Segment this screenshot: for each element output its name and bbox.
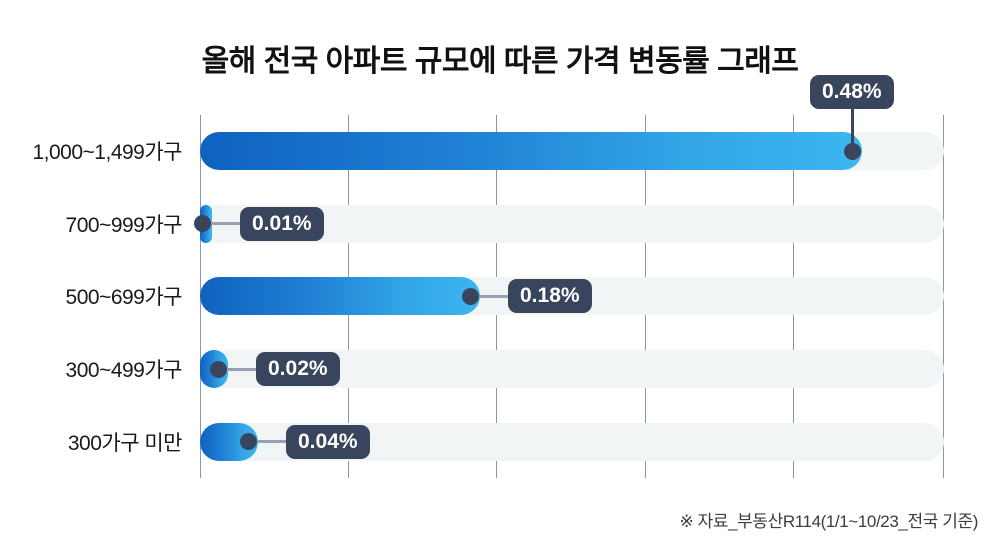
page-title: 올해 전국 아파트 규모에 따른 가격 변동률 그래프: [201, 45, 799, 78]
bar-endpoint-dot[interactable]: [239, 433, 257, 451]
value-connector-line: [248, 440, 290, 444]
bar-row[interactable]: 300가구 미만 0.04%: [0, 405, 1000, 478]
bar-row[interactable]: 700~999가구 0.01%: [0, 188, 1000, 261]
value-label: 0.02%: [256, 352, 340, 387]
bar-row[interactable]: 1,000~1,499가구 0.48%: [0, 75, 1000, 188]
value-label: 0.48%: [810, 75, 894, 110]
category-label: 700~999가구: [65, 213, 183, 237]
category-label: 300가구 미만: [67, 431, 183, 455]
bar-endpoint-dot[interactable]: [209, 360, 227, 378]
bar-row[interactable]: 500~699가구 0.18%: [0, 260, 1000, 333]
category-label: 300~499가구: [65, 359, 183, 383]
bar-row[interactable]: 300~499가구 0.02%: [0, 333, 1000, 406]
value-label: 0.01%: [240, 206, 324, 241]
value-connector-line: [202, 222, 244, 226]
bar-track: [200, 204, 944, 243]
value-connector-line: [470, 294, 512, 298]
category-label: 1,000~1,499가구: [32, 141, 182, 165]
bar-endpoint-dot[interactable]: [843, 142, 861, 160]
source-note: ※ 자료_부동산R114(1/1~10/23_전국 기준): [679, 512, 978, 531]
bar-fill[interactable]: [200, 277, 480, 316]
value-connector-line: [850, 105, 854, 152]
value-label: 0.04%: [286, 424, 370, 459]
value-connector-line: [218, 367, 260, 371]
bar-rows-group: 1,000~1,499가구 0.48% 700~999가구 0.01% 500~699가…: [0, 75, 1000, 478]
bar-endpoint-dot[interactable]: [461, 287, 479, 305]
bar-endpoint-dot[interactable]: [193, 215, 211, 233]
bar-fill[interactable]: [200, 132, 862, 171]
category-label: 500~699가구: [65, 286, 183, 310]
value-label: 0.18%: [508, 279, 592, 314]
